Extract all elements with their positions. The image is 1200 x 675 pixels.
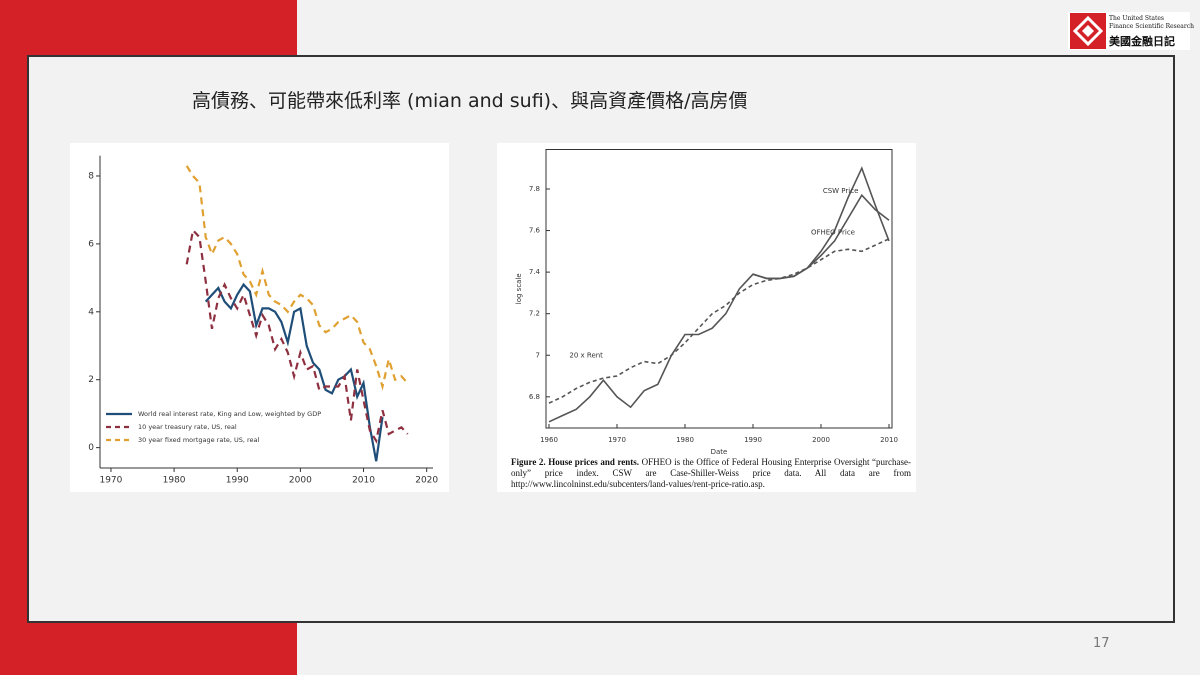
x-tick-label: 1990 [744, 436, 762, 444]
chart: 6.8 7 7.2 7.4 7.6 7.8 1960 1970 1980 1990 2000 2010… [515, 149, 898, 456]
y-tick-label: 2 [88, 375, 94, 385]
legend-label: 10 year treasury rate, US, real [138, 423, 237, 431]
y-tick-label: 7.2 [529, 310, 540, 318]
y-tick-label: 7.6 [529, 227, 541, 235]
y-tick-label: 6.8 [529, 393, 540, 401]
series-line [548, 166, 890, 423]
x-tick-label: 1990 [226, 476, 249, 486]
x-tick-label: 1980 [676, 436, 694, 444]
y-tick-label: 6 [88, 239, 94, 249]
chart: 0 2 4 6 8 1970 1980 1990 2000 2010 2020 World real … [88, 155, 438, 486]
y-tick-label: 7 [536, 351, 540, 359]
y-axis-label: log scale [515, 273, 523, 304]
y-tick-label: 7.4 [529, 268, 541, 276]
logo-text: The United States [1109, 15, 1165, 22]
series-label: 20 x Rent [569, 351, 603, 359]
logo-icon [1070, 13, 1106, 49]
x-tick-label: 2000 [812, 436, 830, 444]
series-line [548, 238, 890, 404]
slide-title: 高債務、可能帶來低利率 (mian and sufi)、與高資產價格/高房價 [192, 90, 748, 112]
x-tick-label: 1980 [163, 476, 186, 486]
logo-text: Finance Scientific Research [1109, 23, 1194, 30]
legend-label: World real interest rate, King and Low, … [138, 410, 321, 418]
x-axis-label: Date [711, 448, 728, 456]
x-tick-label: 1960 [540, 436, 558, 444]
chart-panel: 6.8 7 7.2 7.4 7.6 7.8 1960 1970 1980 1990 2000 2010… [497, 143, 916, 492]
legend-label: 30 year fixed mortgage rate, US, real [138, 436, 260, 444]
series-line [204, 282, 384, 462]
series-line [752, 193, 890, 280]
series-line [185, 165, 409, 391]
plot-frame [545, 149, 893, 429]
x-tick-label: 1970 [99, 476, 122, 486]
caption-text: OFHEO is the Office of Federal Housing E… [511, 457, 912, 489]
y-tick-label: 8 [88, 171, 94, 181]
y-tick-label: 4 [88, 307, 94, 317]
logo-text: 美國金融日記 [1109, 35, 1175, 48]
x-tick-label: 2020 [415, 476, 438, 486]
figure-caption: Figure 2. House prices and rents. OFHEO … [511, 457, 911, 490]
page-number: 17 [1093, 636, 1110, 651]
y-tick-label: 7.8 [529, 185, 540, 193]
chart-panel: 0 2 4 6 8 1970 1980 1990 2000 2010 2020 World real … [70, 143, 449, 492]
x-tick-label: 2000 [289, 476, 312, 486]
series-label: CSW Price [823, 187, 859, 195]
series-line [185, 227, 409, 444]
y-tick-label: 0 [88, 443, 94, 453]
x-tick-label: 1970 [608, 436, 626, 444]
series-label: OFHEO Price [811, 229, 855, 237]
x-tick-label: 2010 [880, 436, 898, 444]
x-tick-label: 2010 [352, 476, 375, 486]
logo: The United States Finance Scientific Res… [1068, 12, 1194, 50]
caption-label: Figure 2. House prices and rents. [511, 457, 640, 467]
